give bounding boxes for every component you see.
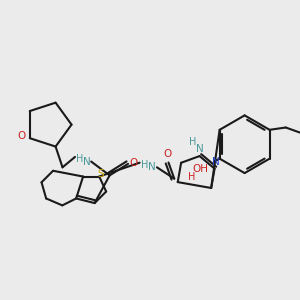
Text: O: O (130, 158, 138, 168)
Text: N: N (212, 157, 220, 167)
Text: H: H (188, 172, 196, 182)
Text: S: S (97, 169, 104, 179)
Text: H: H (189, 137, 196, 147)
Text: H: H (140, 160, 148, 170)
Text: H: H (76, 154, 83, 164)
Text: N: N (83, 157, 90, 166)
Text: N: N (196, 144, 203, 154)
Text: OH: OH (192, 164, 208, 174)
Text: O: O (18, 131, 26, 141)
Text: N: N (148, 162, 156, 172)
Text: O: O (163, 149, 172, 159)
